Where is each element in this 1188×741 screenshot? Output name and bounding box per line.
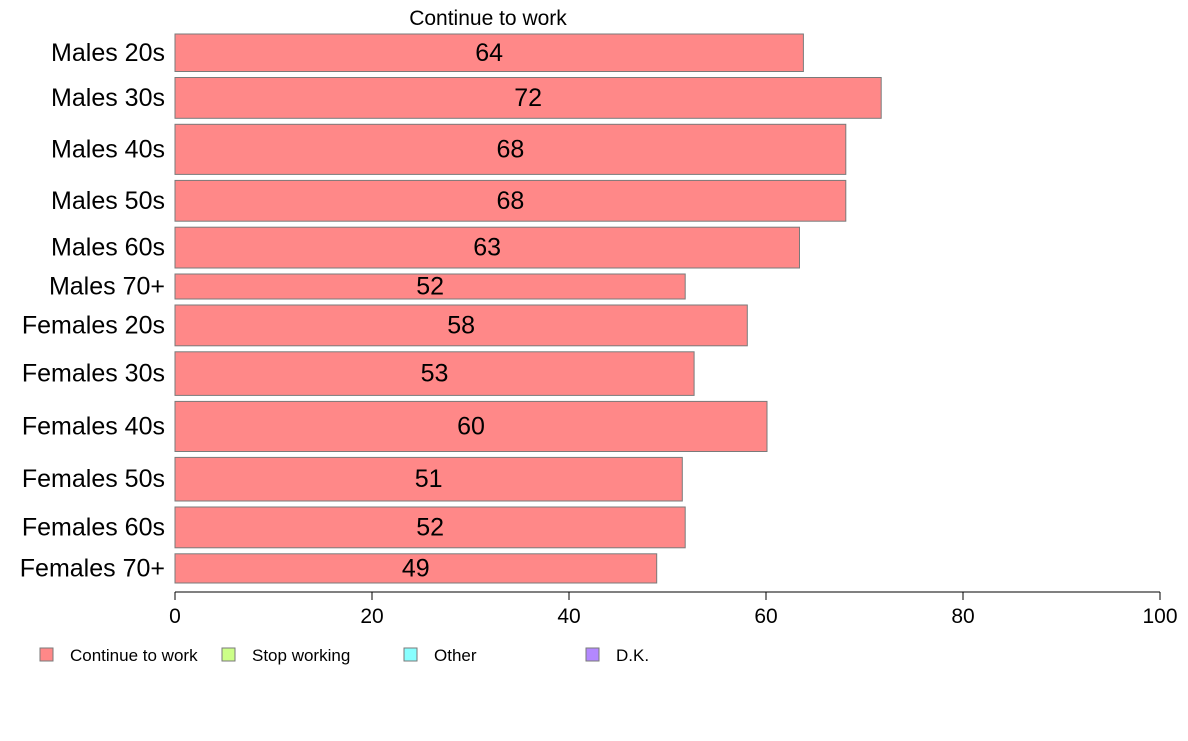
bar [174, 273, 686, 300]
category-label: Females 20s [22, 311, 165, 339]
bar-group: Males 30s 72 [51, 77, 882, 119]
legend-swatch [403, 647, 418, 662]
category-label: Females 30s [22, 360, 165, 388]
data-label: 64 [475, 39, 503, 67]
data-label: 58 [447, 311, 475, 339]
legend-item: Stop working [221, 646, 350, 665]
bar [174, 77, 882, 119]
legend-label: Other [434, 646, 477, 665]
data-label: 72 [514, 84, 542, 112]
legend-label: Continue to work [70, 646, 198, 665]
x-tick-label: 60 [754, 605, 777, 628]
category-label: Males 20s [51, 39, 165, 67]
data-label: 60 [457, 412, 485, 440]
legend-swatch [585, 647, 600, 662]
bar-group: Females 20s 58 [22, 304, 748, 347]
bar-group: Males 70+ 52 [49, 273, 686, 301]
bar [174, 33, 804, 72]
bar [174, 304, 748, 347]
bar-group: Females 60s 52 [22, 506, 686, 549]
bar-group: Males 50s 68 [51, 179, 847, 222]
bar [174, 123, 847, 175]
legend-swatch [39, 647, 54, 662]
data-label: 52 [416, 273, 444, 301]
category-label: Females 60s [22, 513, 165, 541]
x-axis: 0 20 40 60 80 100 [169, 591, 1178, 628]
chart-title: Continue to work [409, 7, 567, 30]
bar-group: Males 20s 64 [51, 33, 804, 72]
legend: Continue to work Stop working Other D.K. [39, 646, 649, 665]
bar-group: Females 30s 53 [22, 351, 695, 396]
legend-label: D.K. [616, 646, 649, 665]
bar [174, 553, 658, 584]
category-label: Females 70+ [20, 554, 165, 582]
x-tick-label: 40 [557, 605, 580, 628]
bar [174, 456, 683, 502]
legend-item: Other [403, 646, 477, 665]
category-label: Males 60s [51, 234, 165, 262]
category-label: Males 40s [51, 135, 165, 163]
bar [174, 226, 800, 269]
legend-item: D.K. [585, 646, 649, 665]
data-label: 52 [416, 513, 444, 541]
category-label: Males 70+ [49, 273, 165, 301]
bar [174, 179, 847, 222]
category-label: Females 50s [22, 465, 165, 493]
bar-group: Females 70+ 49 [20, 553, 658, 584]
data-label: 68 [496, 187, 524, 215]
bar [174, 351, 695, 396]
data-label: 49 [402, 554, 430, 582]
category-label: Males 30s [51, 84, 165, 112]
bar-group: Females 50s 51 [22, 456, 683, 502]
bar-group: Males 60s 63 [51, 226, 800, 269]
x-tick-label: 0 [169, 605, 181, 628]
category-label: Females 40s [22, 412, 165, 440]
data-label: 51 [415, 465, 443, 493]
bar-group: Males 40s 68 [51, 123, 847, 175]
category-label: Males 50s [51, 187, 165, 215]
bar [174, 506, 686, 549]
x-tick-label: 100 [1142, 605, 1177, 628]
data-label: 63 [473, 234, 501, 262]
data-label: 53 [421, 360, 449, 388]
data-label: 68 [496, 135, 524, 163]
bar-group: Females 40s 60 [22, 400, 768, 452]
legend-item: Continue to work [39, 646, 198, 665]
bar [174, 400, 768, 452]
legend-label: Stop working [252, 646, 350, 665]
x-tick-label: 80 [951, 605, 974, 628]
x-tick-label: 20 [360, 605, 383, 628]
legend-swatch [221, 647, 236, 662]
